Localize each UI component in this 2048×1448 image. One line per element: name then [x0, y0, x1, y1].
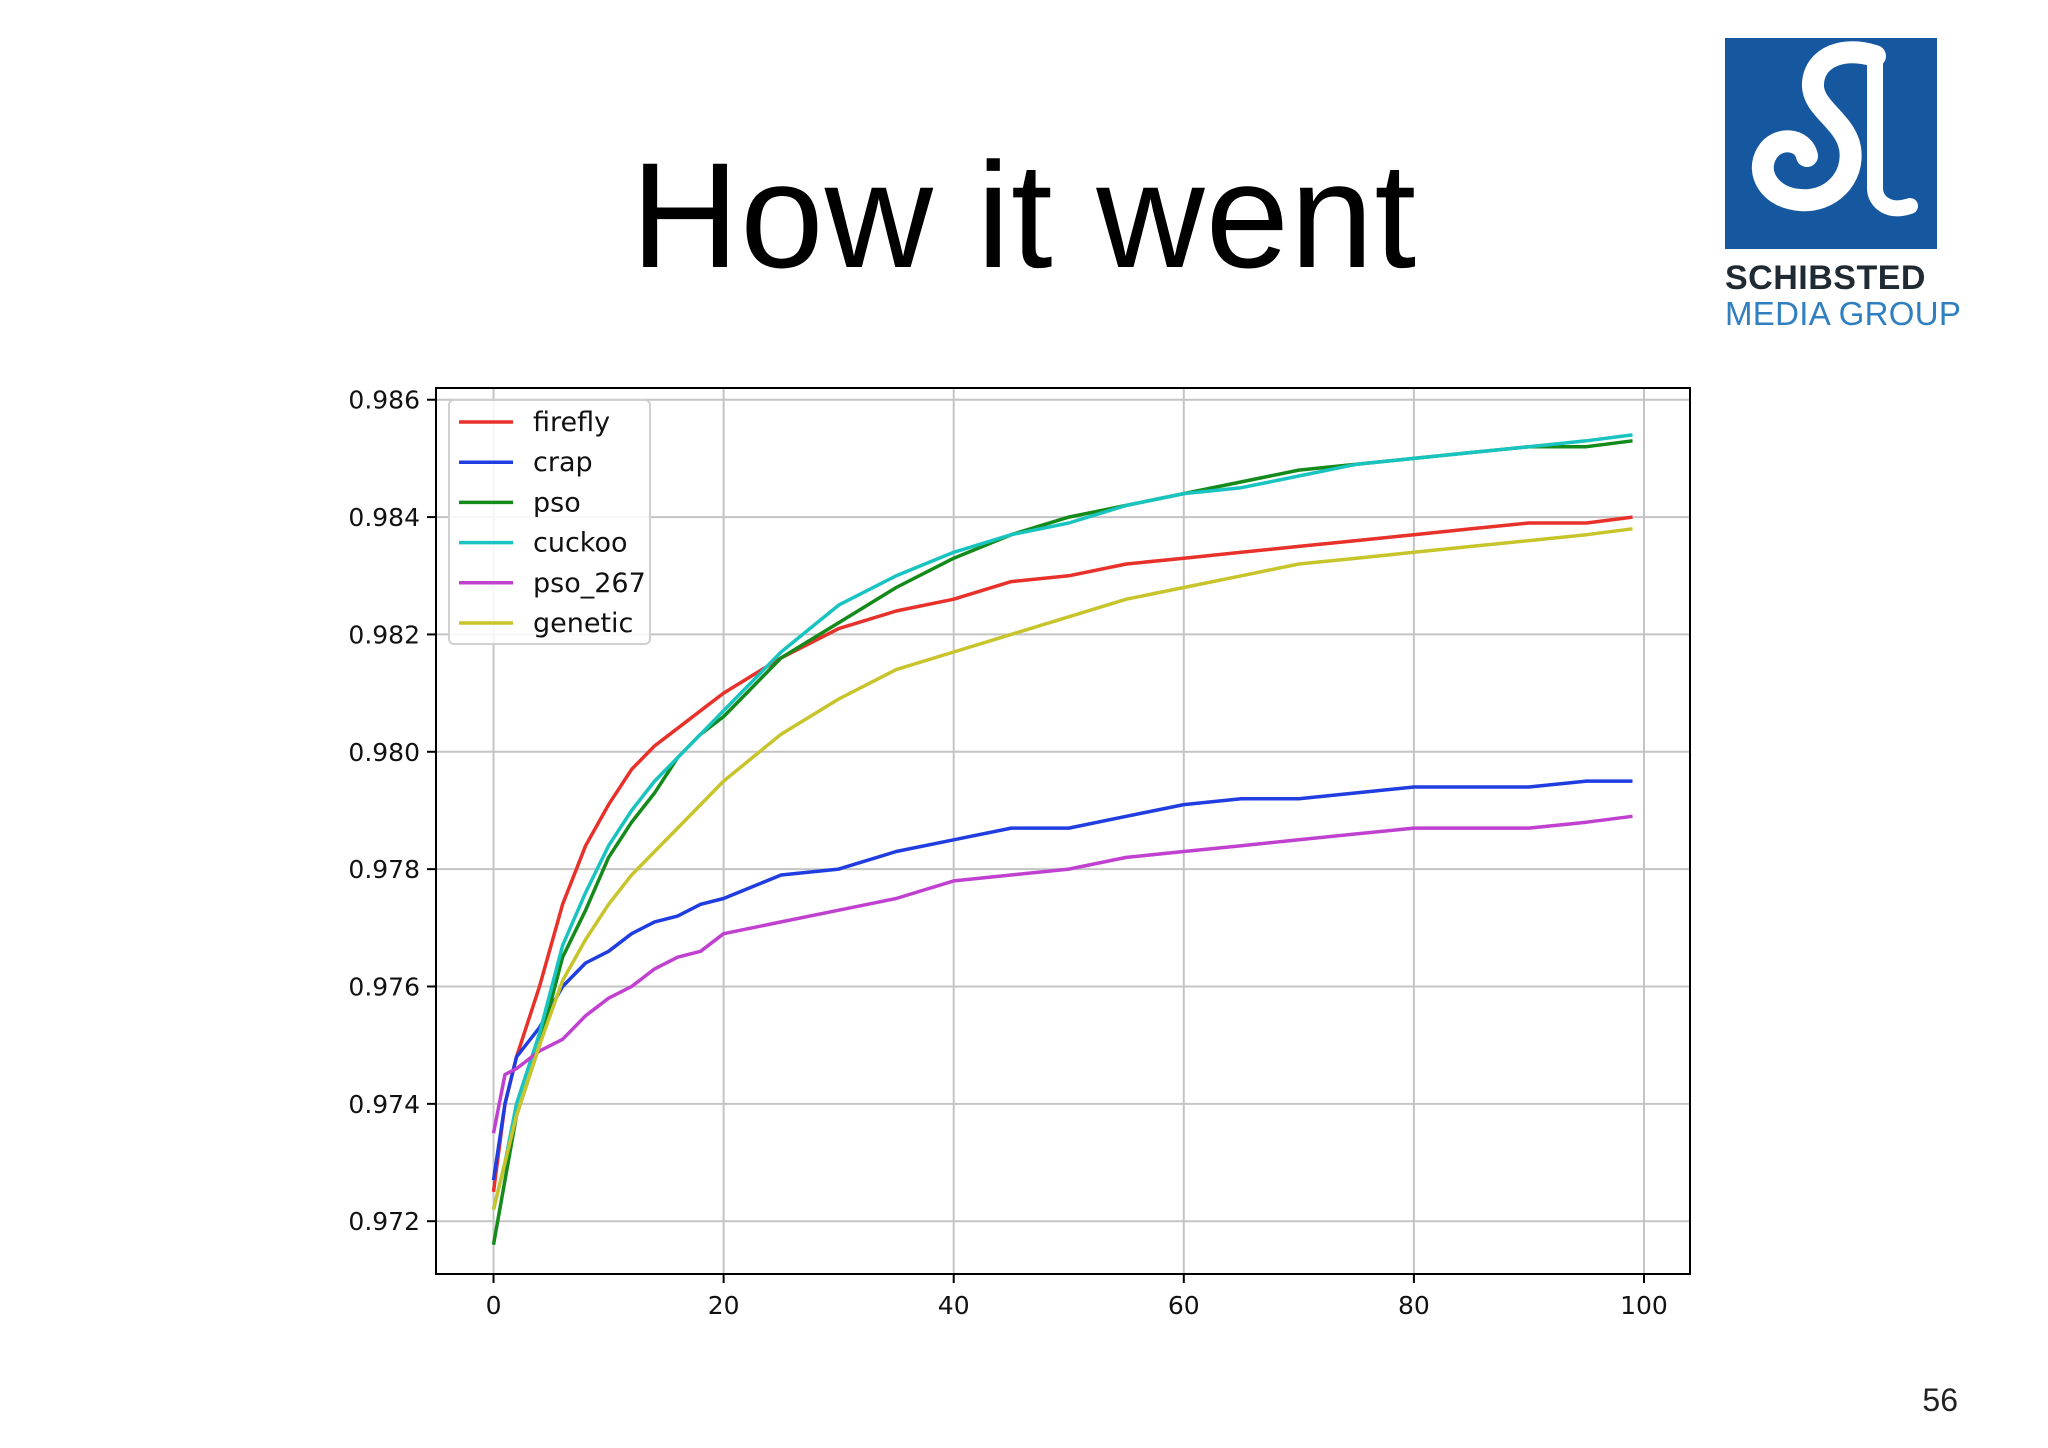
- x-tick-label: 0: [486, 1291, 502, 1320]
- y-tick-label: 0.984: [348, 503, 420, 532]
- legend-label: pso_267: [533, 568, 646, 599]
- series-line-cuckoo: [491, 433, 1633, 1210]
- y-tick-label: 0.978: [348, 855, 420, 884]
- x-tick-label: 60: [1168, 1291, 1200, 1320]
- series-line-crap: [491, 779, 1633, 1181]
- y-tick-label: 0.980: [348, 738, 420, 767]
- legend-label: firefly: [533, 407, 610, 438]
- x-tick-label: 40: [938, 1291, 970, 1320]
- chart-series-layer: [491, 433, 1633, 1246]
- page-number: 56: [1922, 1382, 1958, 1418]
- x-tick-label: 100: [1620, 1291, 1668, 1320]
- x-tick-label: 20: [708, 1291, 740, 1320]
- logo-text-line1: SCHIBSTED: [1725, 259, 1926, 297]
- slide-title: How it went: [630, 131, 1418, 299]
- series-line-firefly: [491, 515, 1633, 1193]
- x-tick-label: 80: [1398, 1291, 1430, 1320]
- y-tick-label: 0.974: [348, 1090, 420, 1119]
- logo-mark: [1725, 38, 1937, 249]
- legend-label: genetic: [533, 608, 633, 639]
- logo-text-line2: MEDIA GROUP: [1725, 295, 1962, 332]
- y-tick-label: 0.972: [348, 1207, 420, 1236]
- y-tick-label: 0.986: [348, 386, 420, 415]
- legend-label: crap: [533, 447, 593, 478]
- legend-label: cuckoo: [533, 528, 628, 559]
- schibsted-logo: SCHIBSTED MEDIA GROUP: [1725, 38, 1962, 333]
- legend-label: pso: [533, 487, 581, 518]
- logo-s-glyph: [1751, 41, 1918, 217]
- series-line-pso-267: [491, 814, 1633, 1134]
- plot-frame: [435, 387, 1691, 1275]
- y-tick-label: 0.982: [348, 620, 420, 649]
- series-line-genetic: [491, 527, 1633, 1210]
- y-tick-label: 0.976: [348, 972, 420, 1001]
- chart-ticks: 0 20 40 60 80 100 0.972 0.974 0.976 0.978 0.980 0.9…: [348, 386, 1667, 1320]
